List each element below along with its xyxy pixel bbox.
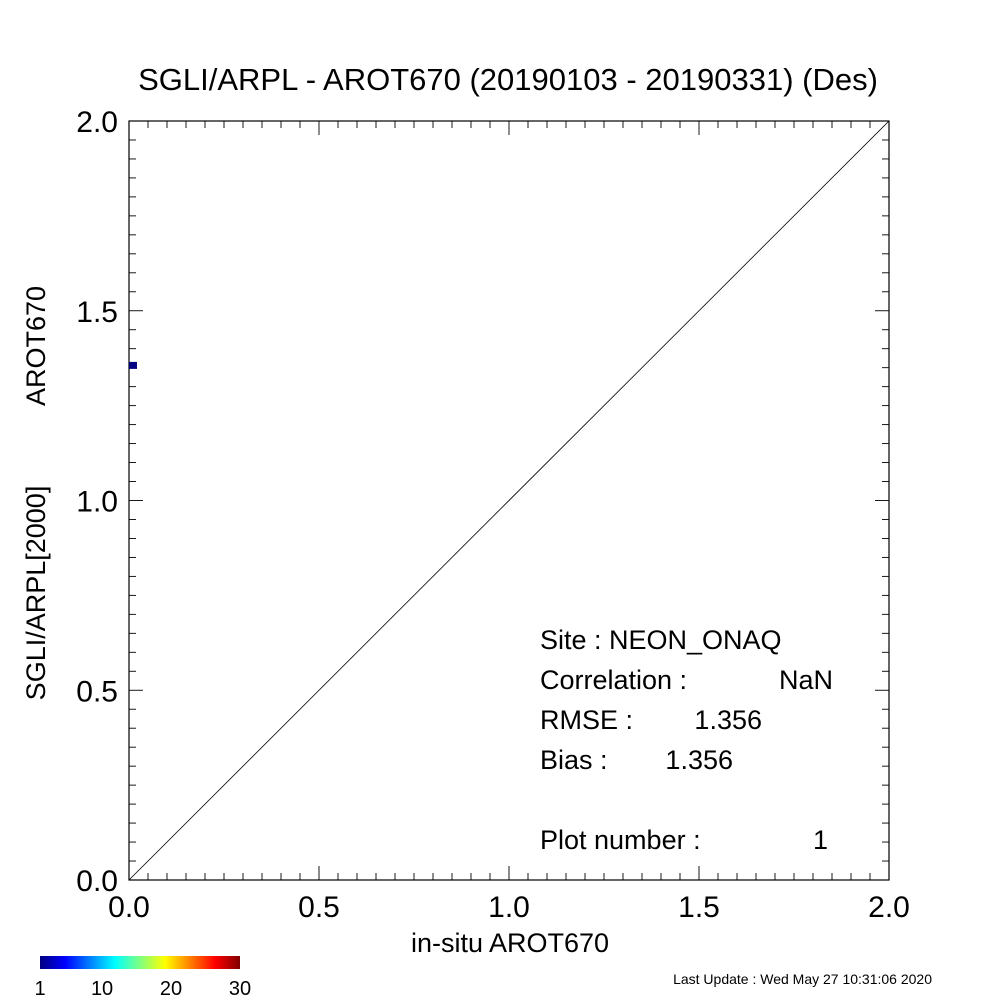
plot-area bbox=[128, 120, 890, 881]
stats-bias-value: 1.356 bbox=[665, 745, 733, 775]
stats-site: Site : NEON_ONAQ bbox=[540, 625, 782, 655]
stats-plot-number-label: Plot number : bbox=[540, 825, 701, 855]
y-axis-label-left: SGLI/ARPL[2000] bbox=[21, 486, 51, 701]
x-tick-labels: 0.0 0.5 1.0 1.5 2.0 bbox=[108, 891, 910, 924]
colorbar-tick-label: 30 bbox=[229, 978, 251, 1000]
y-tick-label: 0.5 bbox=[76, 675, 118, 708]
y-tick-label: 2.0 bbox=[76, 106, 118, 139]
chart-title: SGLI/ARPL - AROT670 (20190103 - 20190331… bbox=[138, 62, 878, 97]
y-tick-label: 1.5 bbox=[76, 296, 118, 329]
stats-rmse-label: RMSE : bbox=[540, 705, 633, 735]
stats-box: Site : NEON_ONAQ Correlation : NaN RMSE … bbox=[540, 625, 833, 855]
colorbar-strip bbox=[40, 956, 240, 969]
colorbar-tick-label: 1 bbox=[34, 978, 45, 1000]
stats-plot-number-value: 1 bbox=[813, 825, 828, 855]
x-tick-label: 2.0 bbox=[868, 891, 910, 924]
x-tick-label: 0.0 bbox=[108, 891, 150, 924]
y-tick-labels: 0.0 0.5 1.0 1.5 2.0 bbox=[76, 106, 118, 898]
colorbar-tick-labels: 1 10 20 30 bbox=[34, 978, 251, 1000]
colorbar-tick-label: 10 bbox=[91, 978, 113, 1000]
colorbar: 1 10 20 30 bbox=[34, 956, 251, 1000]
stats-bias-label: Bias : bbox=[540, 745, 608, 775]
y-axis-label-right: AROT670 bbox=[21, 286, 51, 406]
axis-ticks bbox=[128, 120, 890, 881]
y-tick-label: 0.0 bbox=[76, 865, 118, 898]
stats-correlation-label: Correlation : bbox=[540, 665, 687, 695]
x-tick-label: 0.5 bbox=[298, 891, 340, 924]
colorbar-tick-label: 20 bbox=[160, 978, 182, 1000]
stats-correlation-value: NaN bbox=[779, 665, 833, 695]
data-point bbox=[129, 361, 137, 369]
x-tick-label: 1.0 bbox=[488, 891, 530, 924]
x-tick-label: 1.5 bbox=[678, 891, 720, 924]
x-axis-label: in-situ AROT670 bbox=[411, 928, 609, 958]
data-points bbox=[129, 361, 137, 369]
one-to-one-line bbox=[128, 120, 890, 881]
stats-rmse-value: 1.356 bbox=[694, 705, 762, 735]
last-update: Last Update : Wed May 27 10:31:06 2020 bbox=[673, 971, 932, 987]
y-tick-label: 1.0 bbox=[76, 486, 118, 519]
